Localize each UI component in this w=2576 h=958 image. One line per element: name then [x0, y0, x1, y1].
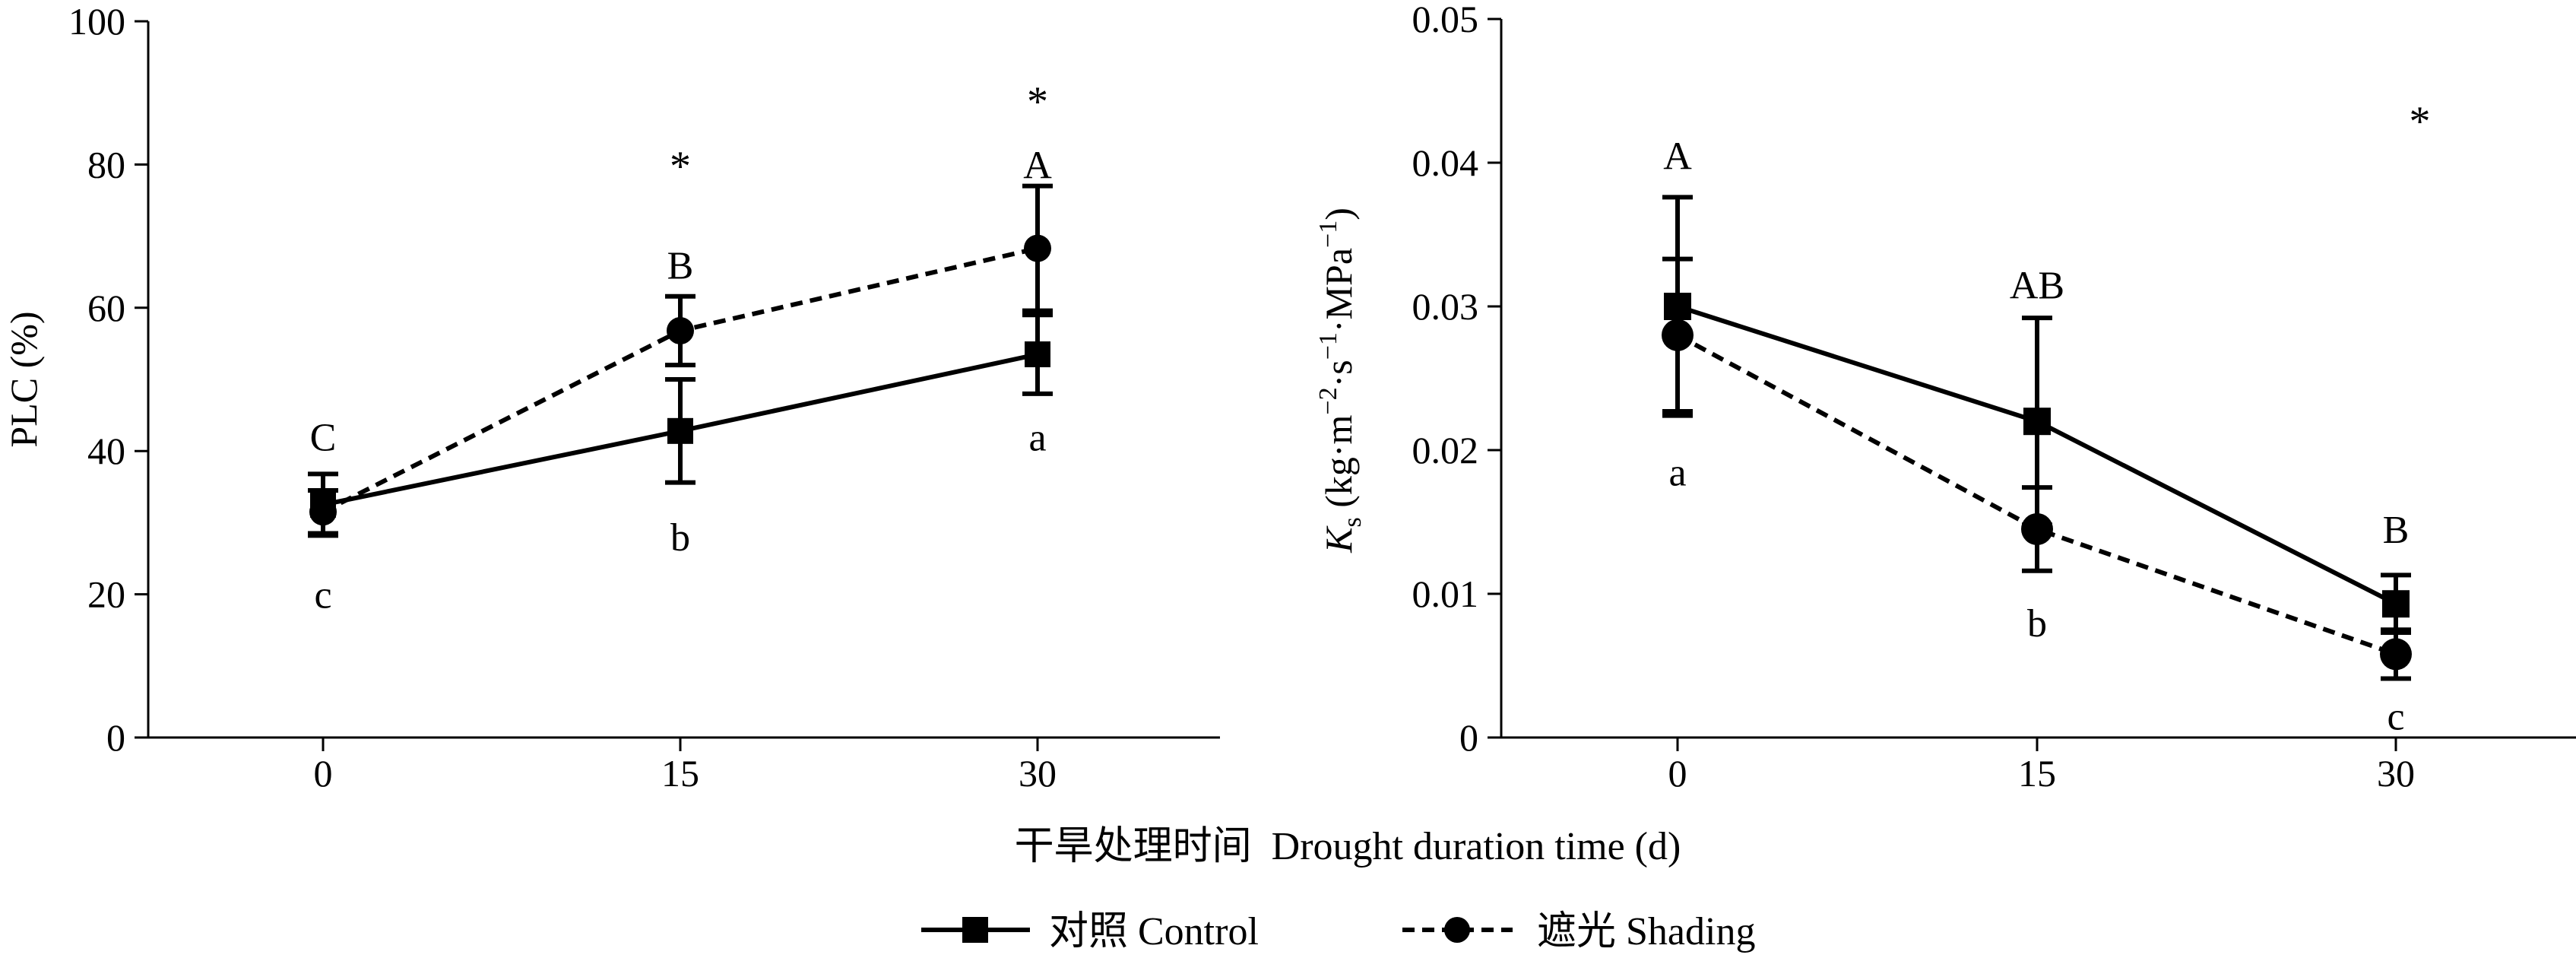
ks-shading-point — [1662, 319, 1694, 351]
plc-letter-label: c — [314, 574, 331, 617]
ks-y-tick-label: 0.02 — [1412, 429, 1479, 471]
ks-x-tick-label: 0 — [1668, 752, 1687, 795]
ks-letter-label: A — [1663, 135, 1692, 179]
ks-x-tick-label: 30 — [2377, 752, 2415, 795]
plc-significance-star: * — [670, 143, 691, 190]
legend-control-label: 对照 Control — [1049, 910, 1259, 953]
ks-control-point — [2023, 408, 2051, 436]
legend-shading-marker — [1444, 917, 1470, 943]
ks-shading-point — [2380, 638, 2412, 671]
plc-x-tick-label: 15 — [661, 752, 699, 795]
legend-shading-label: 遮光 Shading — [1537, 910, 1755, 953]
ks-letter-label: a — [1668, 451, 1686, 494]
legend-item-control: 对照 Control — [921, 910, 1259, 953]
plc-x-tick-label: 0 — [314, 752, 333, 795]
ks-letter-label: AB — [2010, 265, 2064, 308]
plc-chart: 0 20 40 60 80 100 0 15 30 C B Ac b a * * PLC (%) — [2, 0, 1220, 795]
plc-y-axis-label: PLC (%) — [2, 311, 45, 447]
plc-shading-point — [309, 498, 337, 526]
plc-y-tick-label: 100 — [68, 0, 125, 43]
plc-y-tick-label: 20 — [87, 573, 125, 616]
plc-y-tick-label: 0 — [106, 716, 125, 759]
plc-letter-label: B — [667, 244, 694, 287]
ks-chart: 0 0.01 0.02 0.03 0.04 0.05 0 15 30 A AB Ba b c * Ks … — [1314, 0, 2576, 795]
ks-y-axis-label: Ks (kg·m−2·s−1·MPa−1) — [1314, 208, 1367, 554]
ks-y-tick-label: 0 — [1459, 716, 1478, 759]
legend-control-marker — [962, 917, 988, 943]
plc-letter-label: b — [670, 516, 690, 560]
ks-y-tick-label: 0.01 — [1412, 573, 1479, 615]
plc-letter-label: a — [1028, 416, 1046, 459]
ks-x-tick-label: 15 — [2018, 752, 2056, 795]
plc-control-point — [1025, 341, 1050, 368]
plc-shading-point — [667, 316, 694, 344]
ks-y-tick-label: 0.04 — [1412, 141, 1479, 184]
plc-y-tick-label: 80 — [87, 143, 125, 186]
ks-control-point — [2382, 590, 2410, 618]
legend-item-shading: 遮光 Shading — [1402, 910, 1755, 953]
ks-significance-star: * — [2410, 98, 2431, 145]
x-axis-label: 干旱处理时间 Drought duration time (d) — [1015, 825, 1681, 868]
plc-y-tick-label: 60 — [87, 287, 125, 329]
ks-y-tick-label: 0.03 — [1412, 285, 1479, 328]
legend: 对照 Control 遮光 Shading — [921, 910, 1755, 953]
plc-control-point — [667, 417, 693, 444]
plc-letter-label: C — [310, 416, 337, 459]
ks-shading-line — [1676, 333, 2397, 657]
ks-letter-label: c — [2387, 696, 2404, 739]
ks-letter-label: b — [2027, 602, 2047, 646]
ks-letter-label: B — [2383, 509, 2410, 552]
plc-y-tick-label: 40 — [87, 430, 125, 472]
plc-x-tick-label: 30 — [1019, 752, 1057, 795]
plc-shading-point — [1024, 234, 1051, 262]
ks-y-tick-label: 0.05 — [1412, 0, 1479, 40]
plc-significance-star: * — [1027, 78, 1048, 125]
plc-letter-label: A — [1023, 144, 1052, 187]
ks-shading-point — [2021, 512, 2053, 545]
